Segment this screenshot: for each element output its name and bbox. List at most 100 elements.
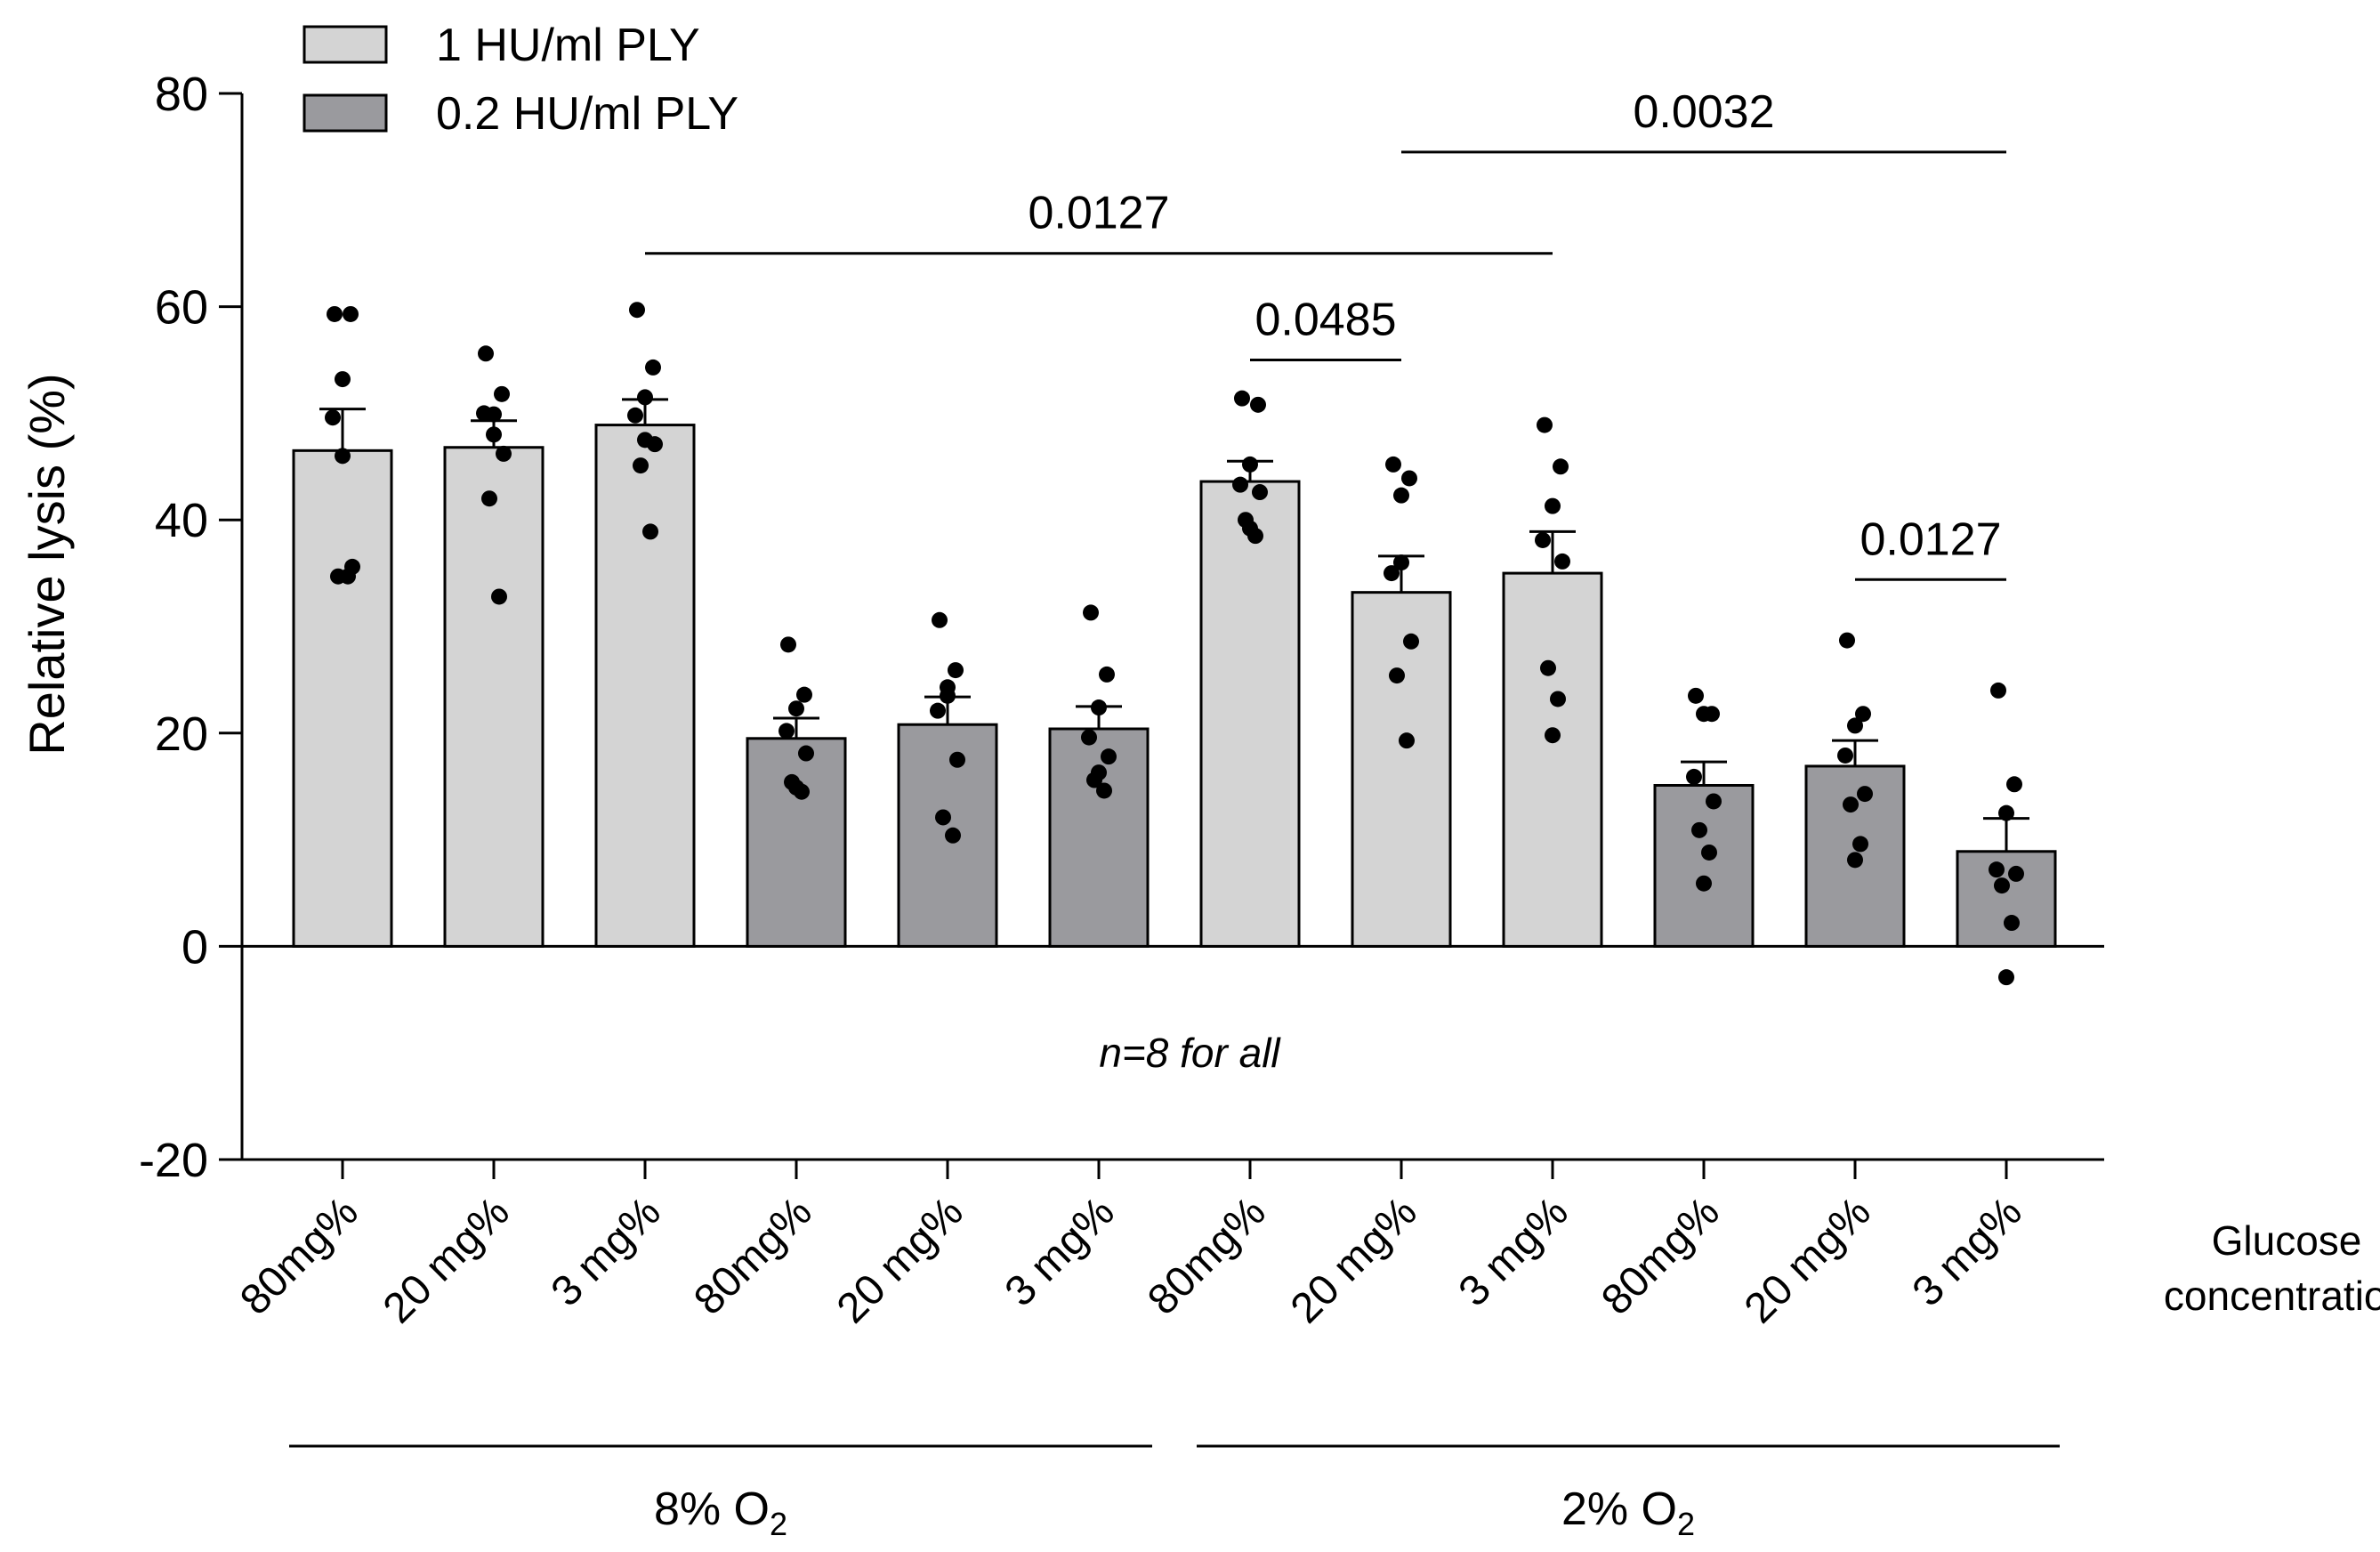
data-point: [1393, 487, 1409, 504]
data-point: [340, 568, 356, 585]
x-axis-side-label-line1: Glucose: [2212, 1217, 2362, 1264]
x-tick-label: 80mg%: [685, 1188, 821, 1324]
y-tick-label: 80: [155, 68, 208, 121]
x-tick-label: 80mg%: [1139, 1188, 1275, 1324]
x-tick-label: 3 mg%: [1450, 1188, 1577, 1315]
data-point: [1242, 456, 1258, 473]
data-point: [1389, 667, 1405, 684]
data-point: [642, 523, 658, 540]
p-value-label: 0.0485: [1255, 295, 1396, 346]
data-point: [1242, 520, 1258, 537]
data-point: [494, 385, 510, 402]
data-point: [1385, 456, 1401, 473]
data-point: [1096, 782, 1112, 799]
data-point: [1232, 476, 1248, 493]
group-label-text: 2% O: [1561, 1483, 1677, 1535]
data-point: [1384, 565, 1400, 582]
data-point: [948, 662, 964, 679]
data-point: [496, 445, 512, 462]
data-point: [1252, 484, 1268, 501]
significance-brackets: 0.0032 0.0127 0.0485 0.0127: [645, 86, 2006, 581]
data-point: [335, 448, 351, 465]
data-point: [1847, 717, 1863, 734]
data-point: [1550, 691, 1566, 707]
data-point: [1403, 633, 1419, 650]
x-tick-label: 3 mg%: [1904, 1188, 2031, 1315]
x-tick-label: 80mg%: [231, 1188, 367, 1324]
group-label-subscript: 2: [1677, 1506, 1695, 1542]
data-point: [788, 700, 804, 717]
data-point: [1989, 861, 2005, 878]
data-point: [788, 779, 804, 796]
group-brackets: 8% O2 2% O2: [289, 1444, 2060, 1542]
data-point: [1990, 682, 2006, 699]
x-tick-label: 20 mg%: [828, 1188, 972, 1332]
data-point: [491, 588, 507, 605]
data-point: [1537, 416, 1553, 433]
p-value-label: 0.0127: [1028, 188, 1169, 239]
data-point: [1855, 706, 1871, 723]
data-point: [1696, 875, 1712, 892]
data-point: [629, 302, 645, 319]
data-point: [1545, 727, 1561, 744]
bar: [292, 449, 393, 948]
data-point: [1847, 852, 1863, 869]
bar: [594, 424, 696, 948]
data-point: [1081, 729, 1097, 746]
data-point: [1091, 699, 1107, 716]
p-value-label: 0.0032: [1633, 86, 1774, 138]
p-value-label: 0.0127: [1860, 513, 2001, 565]
data-point: [637, 432, 653, 449]
bar: [1199, 480, 1301, 948]
x-tick-label: 80mg%: [1593, 1188, 1729, 1324]
bar: [1048, 727, 1150, 948]
data-point: [2004, 915, 2020, 932]
bar: [1502, 571, 1603, 948]
x-tick-label: 3 mg%: [996, 1188, 1124, 1315]
data-point: [335, 371, 351, 388]
data-point: [633, 457, 649, 474]
data-point: [930, 702, 946, 719]
data-point: [1399, 732, 1415, 749]
data-point: [1696, 706, 1712, 723]
data-point: [1998, 804, 2014, 821]
data-point: [798, 745, 814, 762]
group-label: 8% O2: [654, 1483, 787, 1542]
data-point: [1994, 877, 2010, 894]
x-tick-label: 20 mg%: [375, 1188, 519, 1332]
group-label-subscript: 2: [770, 1506, 787, 1542]
bar: [746, 737, 847, 948]
legend-label: 0.2 HU/ml PLY: [436, 88, 738, 140]
data-point: [1998, 969, 2014, 986]
data-point: [343, 305, 359, 322]
legend-swatch: [303, 25, 388, 64]
data-point: [935, 809, 951, 826]
data-point: [1234, 390, 1250, 407]
data-point: [1250, 396, 1266, 413]
x-tick-label: 3 mg%: [543, 1188, 670, 1315]
data-point: [627, 407, 643, 424]
data-point: [481, 490, 497, 507]
group-label: 2% O2: [1561, 1483, 1695, 1542]
bar: [1653, 784, 1755, 948]
x-tick-label: 20 mg%: [1736, 1188, 1880, 1332]
legend-label: 1 HU/ml PLY: [436, 20, 700, 71]
y-tick-label: 20: [155, 707, 208, 761]
data-point: [637, 389, 653, 406]
data-point: [1540, 659, 1556, 676]
error-bars: [319, 398, 2029, 852]
y-tick-label: 0: [182, 920, 208, 974]
data-point: [1099, 666, 1115, 683]
data-point: [1688, 687, 1704, 704]
data-point: [940, 687, 956, 704]
data-point: [1545, 497, 1561, 514]
data-point: [1393, 554, 1409, 571]
data-point: [1839, 632, 1855, 649]
data-point: [945, 827, 961, 844]
data-point: [796, 686, 812, 703]
data-point: [932, 611, 948, 628]
group-label-text: 8% O: [654, 1483, 770, 1535]
x-axis-side-label-line2: concentration: [2164, 1273, 2380, 1319]
legend: 1 HU/ml PLY 0.2 HU/ml PLY: [303, 20, 738, 140]
data-point: [1701, 844, 1717, 861]
